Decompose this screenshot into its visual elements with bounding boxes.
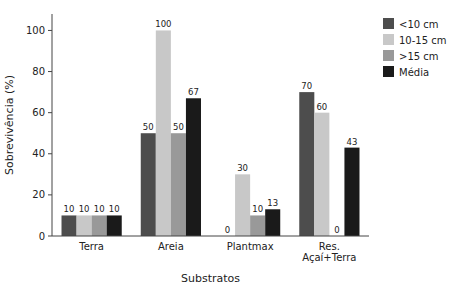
data-label: 0 <box>225 225 230 235</box>
data-label: 10 <box>64 204 75 214</box>
y-tick <box>48 194 52 195</box>
x-tick-label: Terra <box>78 241 104 252</box>
data-labels: 1050070101003060105010010671343 <box>64 19 358 235</box>
bar <box>265 209 280 236</box>
y-tick <box>48 30 52 31</box>
bar <box>141 133 156 236</box>
bar <box>156 30 171 236</box>
chart: 1050070101003060105010010671343020406080… <box>0 0 465 288</box>
data-label: 13 <box>267 198 278 208</box>
legend-swatch <box>383 50 394 61</box>
bar <box>186 98 201 236</box>
y-axis-label: Sobrevivência (%) <box>3 75 16 175</box>
data-label: 10 <box>79 204 90 214</box>
data-label: 10 <box>109 204 120 214</box>
data-label: 70 <box>301 81 312 91</box>
bar <box>250 215 265 236</box>
y-tick-label: 100 <box>26 25 45 36</box>
data-label: 67 <box>188 87 199 97</box>
bar <box>92 215 107 236</box>
data-label: 10 <box>94 204 105 214</box>
y-tick-label: 40 <box>32 148 45 159</box>
bar <box>235 174 250 236</box>
bar <box>299 92 314 236</box>
legend-swatch <box>383 18 394 29</box>
x-axis-label: Substratos <box>181 272 240 285</box>
data-label: 0 <box>334 225 339 235</box>
bar <box>314 113 329 236</box>
x-axis-line <box>52 236 369 237</box>
y-tick <box>48 153 52 154</box>
data-label: 50 <box>143 122 154 132</box>
y-tick <box>48 236 52 237</box>
y-tick-label: 60 <box>32 107 45 118</box>
legend-label: <10 cm <box>399 19 439 30</box>
legend-label: Média <box>399 67 429 78</box>
data-label: 50 <box>173 122 184 132</box>
legend-swatch <box>383 34 394 45</box>
bars <box>62 30 360 236</box>
data-label: 43 <box>347 137 358 147</box>
y-tick-label: 0 <box>39 231 45 242</box>
x-tick-label: Res.Açaí+Terra <box>302 241 356 263</box>
y-tick-label: 20 <box>32 189 45 200</box>
data-label: 30 <box>237 163 248 173</box>
bar <box>77 215 92 236</box>
x-tick-label: Areia <box>158 241 184 252</box>
legend-label: 10-15 cm <box>399 35 446 46</box>
data-label: 60 <box>316 102 327 112</box>
y-tick <box>48 71 52 72</box>
chart-container: 1050070101003060105010010671343020406080… <box>0 0 465 288</box>
data-label: 10 <box>252 204 263 214</box>
legend-swatch <box>383 66 394 77</box>
bar <box>107 215 122 236</box>
bar <box>171 133 186 236</box>
y-tick <box>48 112 52 113</box>
x-tick-label: Plantmax <box>227 241 274 252</box>
legend-label: >15 cm <box>399 51 439 62</box>
y-tick-label: 80 <box>32 66 45 77</box>
bar <box>344 148 359 236</box>
y-axis-line <box>52 14 53 236</box>
data-label: 100 <box>155 19 171 29</box>
bar <box>62 215 77 236</box>
legend: <10 cm 10-15 cm >15 cm Média <box>383 18 446 78</box>
